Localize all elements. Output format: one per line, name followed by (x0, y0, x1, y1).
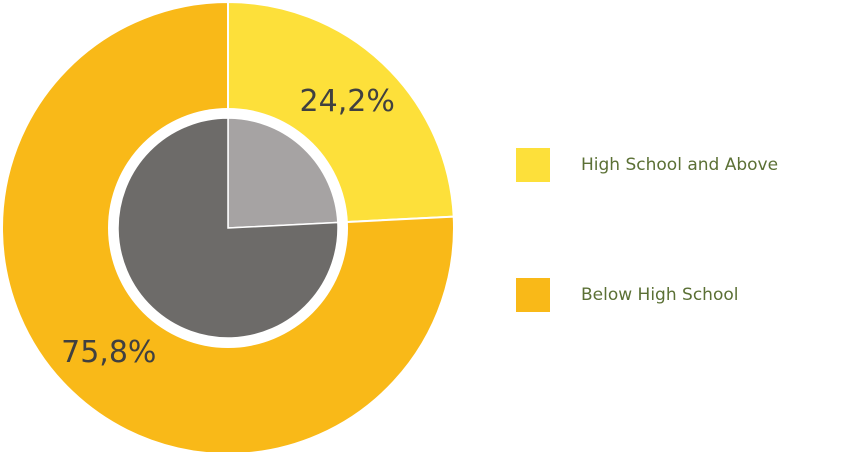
legend-swatch (516, 278, 550, 312)
value-label: 24,2% (300, 84, 395, 119)
outer-slice (1, 0, 455, 452)
legend-swatch (516, 148, 550, 182)
inner-slice (227, 117, 339, 229)
legend-label: High School and Above (581, 155, 778, 175)
legend-label: Below High School (581, 285, 738, 305)
inner-slice (117, 117, 339, 339)
value-label: 75,8% (61, 335, 156, 370)
